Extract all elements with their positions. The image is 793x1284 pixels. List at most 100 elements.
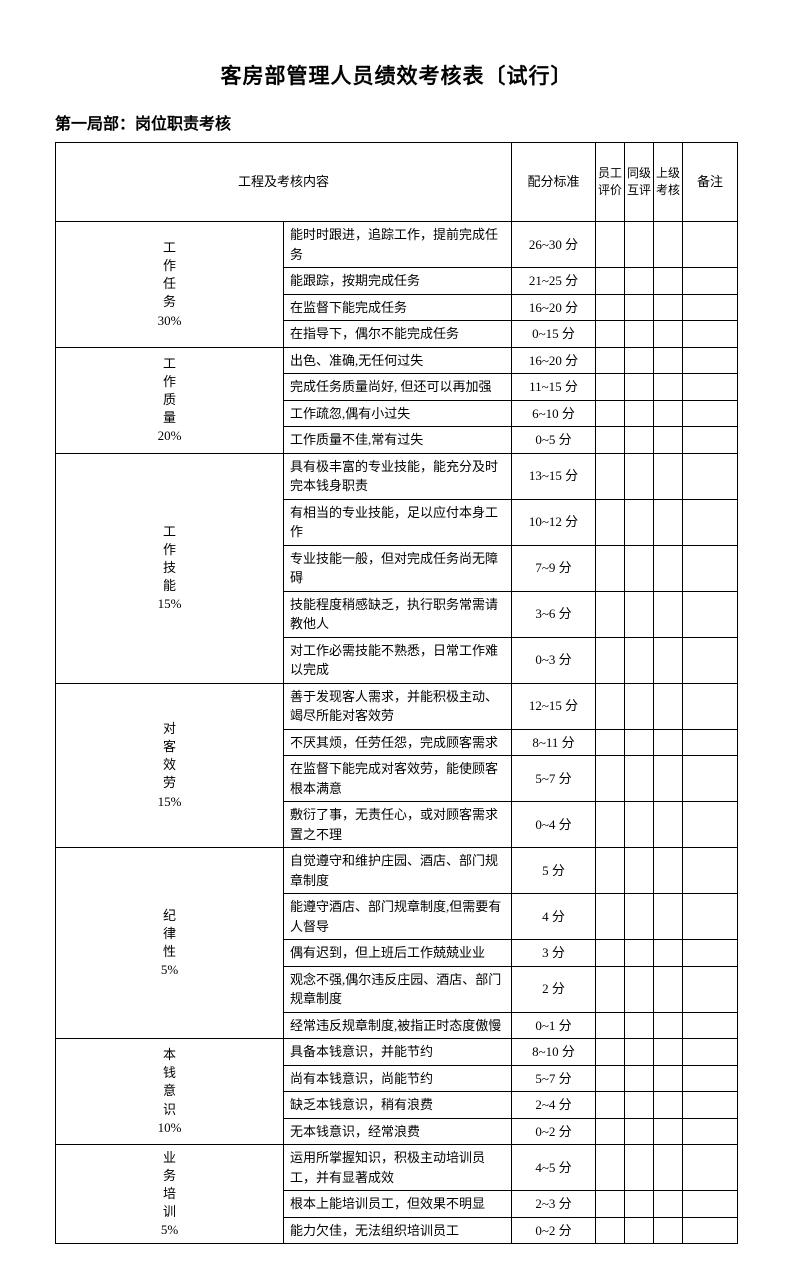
eval-cell xyxy=(596,940,625,967)
criteria-content: 具有极丰富的专业技能，能充分及时完本钱身职责 xyxy=(284,453,512,499)
eval-cell xyxy=(625,729,654,756)
eval-cell xyxy=(625,1145,654,1191)
category-label: 对客效劳15% xyxy=(56,683,284,848)
eval-cell xyxy=(596,321,625,348)
score-standard: 26~30 分 xyxy=(512,222,596,268)
remark-cell xyxy=(683,729,738,756)
eval-cell xyxy=(596,1039,625,1066)
criteria-content: 经常违反规章制度,被指正时态度傲慢 xyxy=(284,1012,512,1039)
criteria-content: 技能程度稍感缺乏，执行职务常需请教他人 xyxy=(284,591,512,637)
remark-cell xyxy=(683,294,738,321)
table-row: 纪律性5%自觉遵守和维护庄园、酒店、部门规章制度5 分 xyxy=(56,848,738,894)
eval-cell xyxy=(654,321,683,348)
page-container: 客房部管理人员绩效考核表〔试行〕 第一局部：岗位职责考核 工程及考核内容 配分标… xyxy=(0,0,793,1284)
table-header-row: 工程及考核内容 配分标准 员工评价 同级互评 上级考核 备注 xyxy=(56,143,738,222)
criteria-content: 自觉遵守和维护庄园、酒店、部门规章制度 xyxy=(284,848,512,894)
eval-cell xyxy=(596,591,625,637)
category-label: 本钱意识10% xyxy=(56,1039,284,1145)
eval-cell xyxy=(625,222,654,268)
eval-cell xyxy=(596,1065,625,1092)
criteria-content: 有相当的专业技能，足以应付本身工作 xyxy=(284,499,512,545)
eval-cell xyxy=(625,802,654,848)
eval-cell xyxy=(625,347,654,374)
remark-cell xyxy=(683,321,738,348)
eval-cell xyxy=(596,1012,625,1039)
criteria-content: 工作疏忽,偶有小过失 xyxy=(284,400,512,427)
eval-cell xyxy=(596,499,625,545)
eval-cell xyxy=(625,1217,654,1244)
eval-cell xyxy=(625,894,654,940)
evaluation-table: 工程及考核内容 配分标准 员工评价 同级互评 上级考核 备注 工作任务30%能时… xyxy=(55,142,738,1244)
eval-cell xyxy=(654,591,683,637)
remark-cell xyxy=(683,1039,738,1066)
eval-cell xyxy=(625,756,654,802)
criteria-content: 运用所掌握知识，积极主动培训员工，并有显著成效 xyxy=(284,1145,512,1191)
table-row: 工作质量20%出色、准确,无任何过失16~20 分 xyxy=(56,347,738,374)
page-title: 客房部管理人员绩效考核表〔试行〕 xyxy=(55,60,738,90)
eval-cell xyxy=(625,268,654,295)
eval-cell xyxy=(625,683,654,729)
eval-cell xyxy=(625,499,654,545)
table-row: 业务培训5%运用所掌握知识，积极主动培训员工，并有显著成效4~5 分 xyxy=(56,1145,738,1191)
eval-cell xyxy=(596,1217,625,1244)
remark-cell xyxy=(683,1065,738,1092)
score-standard: 4~5 分 xyxy=(512,1145,596,1191)
eval-cell xyxy=(596,400,625,427)
remark-cell xyxy=(683,499,738,545)
remark-cell xyxy=(683,1217,738,1244)
section-title: 第一局部：岗位职责考核 xyxy=(55,110,738,134)
score-standard: 10~12 分 xyxy=(512,499,596,545)
eval-cell xyxy=(654,756,683,802)
remark-cell xyxy=(683,940,738,967)
eval-cell xyxy=(596,545,625,591)
criteria-content: 能力欠佳，无法组织培训员工 xyxy=(284,1217,512,1244)
header-standard: 配分标准 xyxy=(512,143,596,222)
remark-cell xyxy=(683,268,738,295)
eval-cell xyxy=(596,294,625,321)
eval-cell xyxy=(625,1012,654,1039)
eval-cell xyxy=(596,802,625,848)
eval-cell xyxy=(625,940,654,967)
eval-cell xyxy=(654,940,683,967)
eval-cell xyxy=(625,848,654,894)
criteria-content: 在监督下能完成对客效劳，能使顾客根本满意 xyxy=(284,756,512,802)
score-standard: 3~6 分 xyxy=(512,591,596,637)
header-employee: 员工评价 xyxy=(596,143,625,222)
remark-cell xyxy=(683,894,738,940)
eval-cell xyxy=(625,321,654,348)
criteria-content: 专业技能一般，但对完成任务尚无障碍 xyxy=(284,545,512,591)
criteria-content: 工作质量不佳,常有过失 xyxy=(284,427,512,454)
remark-cell xyxy=(683,545,738,591)
eval-cell xyxy=(654,1092,683,1119)
eval-cell xyxy=(654,683,683,729)
eval-cell xyxy=(625,400,654,427)
eval-cell xyxy=(654,1012,683,1039)
eval-cell xyxy=(625,1065,654,1092)
score-standard: 16~20 分 xyxy=(512,294,596,321)
eval-cell xyxy=(625,1092,654,1119)
eval-cell xyxy=(596,1191,625,1218)
eval-cell xyxy=(596,374,625,401)
eval-cell xyxy=(596,683,625,729)
eval-cell xyxy=(596,729,625,756)
score-standard: 0~5 分 xyxy=(512,427,596,454)
criteria-content: 在监督下能完成任务 xyxy=(284,294,512,321)
criteria-content: 对工作必需技能不熟悉，日常工作难以完成 xyxy=(284,637,512,683)
remark-cell xyxy=(683,1012,738,1039)
score-standard: 3 分 xyxy=(512,940,596,967)
eval-cell xyxy=(654,427,683,454)
remark-cell xyxy=(683,400,738,427)
score-standard: 5~7 分 xyxy=(512,756,596,802)
score-standard: 2~3 分 xyxy=(512,1191,596,1218)
eval-cell xyxy=(654,966,683,1012)
eval-cell xyxy=(654,1145,683,1191)
eval-cell xyxy=(625,427,654,454)
header-content: 工程及考核内容 xyxy=(56,143,512,222)
score-standard: 7~9 分 xyxy=(512,545,596,591)
eval-cell xyxy=(654,453,683,499)
remark-cell xyxy=(683,222,738,268)
criteria-content: 不厌其烦，任劳任怨，完成顾客需求 xyxy=(284,729,512,756)
score-standard: 0~4 分 xyxy=(512,802,596,848)
remark-cell xyxy=(683,848,738,894)
remark-cell xyxy=(683,802,738,848)
